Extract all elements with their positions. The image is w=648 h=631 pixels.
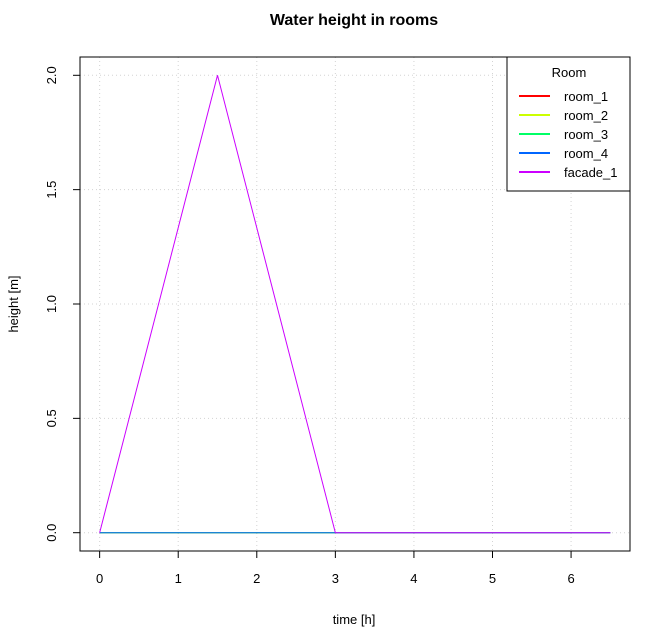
- y-tick-label: 0.0: [44, 524, 59, 542]
- chart-title: Water height in rooms: [270, 12, 438, 29]
- legend: Room room_1 room_2 room_3 room_4 facade_1: [506, 56, 631, 192]
- x-tick-label: 2: [253, 571, 260, 586]
- y-axis-label: height [m]: [6, 275, 21, 332]
- legend-box: [506, 56, 631, 192]
- y-tick-label: 0.5: [44, 409, 59, 427]
- legend-label-room_4: room_4: [564, 146, 608, 161]
- y-axis: 0.0 0.5 1.0 1.5 2.0: [44, 66, 81, 542]
- x-axis: 0 1 2 3 4 5 6: [96, 550, 575, 586]
- series-line-facade_1: [99, 75, 611, 534]
- x-tick-label: 1: [175, 571, 182, 586]
- x-tick-label: 3: [332, 571, 339, 586]
- y-tick-label: 2.0: [44, 66, 59, 84]
- x-tick-label: 4: [410, 571, 417, 586]
- x-tick-label: 5: [489, 571, 496, 586]
- legend-label-room_2: room_2: [564, 108, 608, 123]
- y-tick-label: 1.0: [44, 295, 59, 313]
- legend-label-facade_1: facade_1: [564, 165, 618, 180]
- x-axis-label: time [h]: [333, 612, 376, 627]
- legend-label-room_3: room_3: [564, 127, 608, 142]
- x-tick-label: 6: [567, 571, 574, 586]
- legend-label-room_1: room_1: [564, 89, 608, 104]
- legend-title: Room: [552, 65, 587, 80]
- series-lines: [99, 75, 611, 534]
- y-tick-label: 1.5: [44, 181, 59, 199]
- x-tick-label: 0: [96, 571, 103, 586]
